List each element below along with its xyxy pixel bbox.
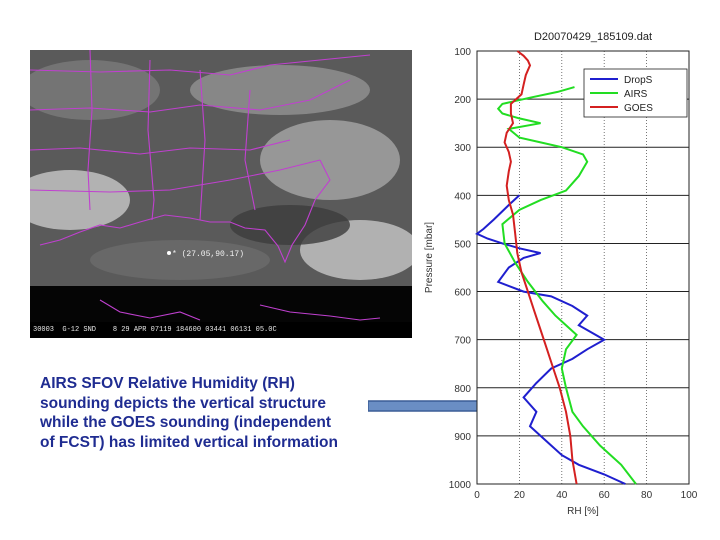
x-tick-label: 20	[514, 490, 526, 501]
caption-line: AIRS SFOV Relative Humidity (RH)	[40, 375, 295, 392]
x-tick-label: 80	[641, 490, 653, 501]
satellite-info-bar: 30003 G-12 SND 8 29 APR 07119 184600 034…	[30, 322, 412, 338]
legend-label: DropS	[624, 75, 653, 86]
series-line-goes	[503, 50, 578, 485]
legend-label: GOES	[624, 103, 653, 114]
caption-line: while the GOES sounding (independent	[40, 414, 332, 431]
series-line-drops	[475, 194, 626, 485]
y-tick-label: 400	[454, 191, 471, 202]
description-caption: AIRS SFOV Relative Humidity (RH) soundin…	[40, 374, 410, 452]
caption-line: sounding depicts the vertical structure	[40, 394, 326, 412]
x-tick-label: 100	[681, 490, 698, 501]
legend-label: AIRS	[624, 89, 648, 100]
y-tick-label: 1000	[449, 480, 472, 491]
y-tick-label: 700	[454, 336, 471, 347]
sounding-location-label: * (27.05,90.17)	[172, 250, 245, 259]
caption-line: of FCST) has limited vertical informatio…	[40, 433, 338, 451]
y-tick-label: 900	[454, 432, 471, 443]
x-tick-label: 40	[556, 490, 568, 501]
y-tick-label: 600	[454, 288, 471, 299]
y-tick-label: 100	[454, 47, 471, 58]
y-axis-label: Pressure [mbar]	[424, 222, 435, 293]
x-tick-label: 0	[474, 490, 480, 501]
satellite-image: * (27.05,90.17) 30003 G-12 SND 8 29 APR …	[30, 50, 412, 338]
x-axis-label: RH [%]	[567, 506, 599, 517]
y-tick-label: 800	[454, 384, 471, 395]
y-tick-label: 300	[454, 143, 471, 154]
chart-title: D20070429_185109.dat	[534, 31, 652, 43]
chart-svg: D20070429_185109.dat 0 20 40 60 80 100 100 200 30…	[424, 31, 698, 517]
satellite-map	[30, 50, 412, 338]
legend-box	[583, 68, 688, 118]
x-tick-label: 60	[599, 490, 611, 501]
rh-profile-chart: D20070429_185109.dat 0 20 40 60 80 100 100 200 30…	[420, 28, 710, 538]
y-tick-label: 200	[454, 95, 471, 106]
y-tick-label: 500	[454, 239, 471, 250]
